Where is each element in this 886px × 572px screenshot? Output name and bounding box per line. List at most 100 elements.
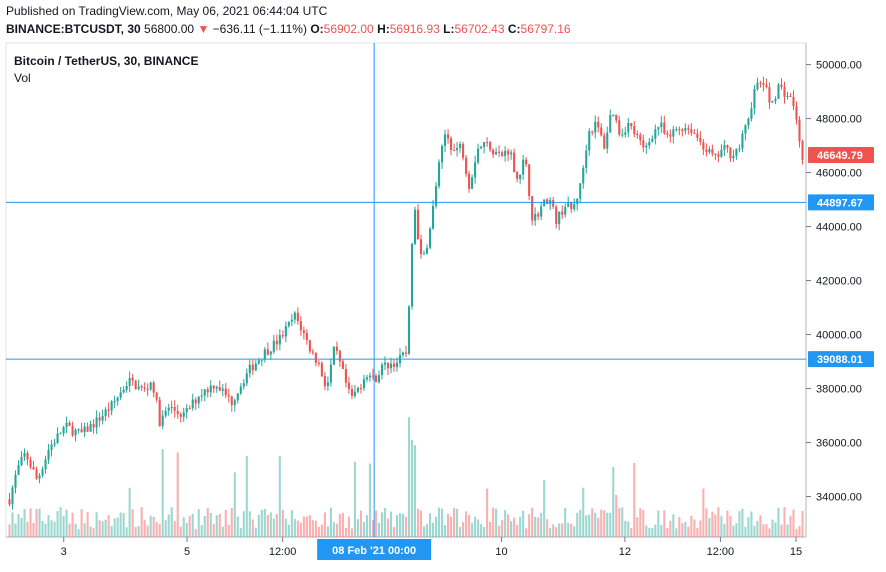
candle-body [188,407,191,409]
volume-bar [609,512,612,537]
volume-bar [179,526,182,537]
volume-bar [380,512,384,537]
candle-body [290,319,293,322]
volume-legend[interactable]: Vol [14,71,31,85]
volume-bar [185,523,188,537]
candle-body [299,321,302,331]
volume-bar [798,526,801,537]
volume-bar [783,507,786,537]
volume-bar [35,509,38,537]
volume-bar [335,523,338,537]
candle-body [44,459,47,470]
volume-bar [134,527,137,537]
volume-bar [152,516,155,537]
candle-body [744,125,747,134]
volume-bar [474,516,477,537]
candle-body [305,332,308,341]
volume-bar [182,517,185,537]
volume-bar [648,528,651,537]
candle-body [519,174,522,179]
candle-body [648,141,651,146]
candle-body [362,379,365,389]
volume-bar [221,526,224,537]
candle-body [245,373,248,384]
candle-body [125,385,128,390]
candle-body [510,152,513,155]
candle-body [242,383,245,387]
candle-body [714,153,717,155]
candle-body [89,423,92,432]
volume-bar [44,523,47,537]
volume-bar [365,515,369,537]
candle-body [762,83,765,85]
candle-body [702,142,705,150]
candle-body [272,340,275,352]
candle-body [323,376,326,387]
volume-bar [465,511,468,537]
volume-bar [281,509,284,537]
candle-body [80,429,83,433]
volume-bar [642,509,645,537]
candle-body [705,149,708,153]
volume-bar [209,512,212,537]
volume-bar [726,510,729,537]
candle-body [197,396,200,404]
volume-bar [290,510,293,537]
volume-bar [233,472,236,537]
volume-bar [765,524,768,537]
chart-legend-title[interactable]: Bitcoin / TetherUS, 30, BINANCE [14,54,199,68]
candle-body [525,159,528,165]
volume-bar [344,527,347,537]
volume-bar [600,509,603,537]
candle-body [83,426,86,433]
candle-body [56,433,59,444]
candle-body [546,199,549,205]
volume-bar [759,515,762,537]
candle-body [666,133,669,135]
volume-bar [113,518,116,537]
crosshair-price-badge-bg [808,194,874,211]
volume-bar [777,507,780,537]
candle-body [8,499,11,505]
candle-body [380,364,384,376]
candle-body [474,162,477,178]
candle-body [459,143,462,149]
volume-bar [104,519,107,537]
volume-bar [675,528,678,537]
volume-bar [735,523,738,537]
candle-body [678,129,681,131]
volume-bar [266,514,269,537]
volume-bar [143,519,146,537]
candle-body [149,382,152,390]
volume-bar [356,519,359,537]
candle-body [663,122,666,134]
volume-bar [194,528,197,537]
volume-bar [690,515,693,537]
volume-bar [329,507,332,537]
candle-body [371,375,375,377]
candle-body [401,352,405,356]
candle-body [71,425,74,436]
volume-bar [456,508,459,537]
candle-body [98,417,101,421]
volume-bar [483,527,486,537]
volume-bar [510,521,513,537]
candle-body [359,387,362,389]
candle-body [74,429,77,436]
volume-bar [561,523,564,537]
candle-body [447,134,450,139]
candle-body [498,151,501,153]
candle-body [588,131,591,151]
candle-body [47,449,50,460]
volume-bar [687,526,690,537]
candle-body [489,142,492,150]
candle-body [693,132,696,134]
candle-body [329,364,332,383]
volume-bar [624,520,627,537]
volume-bar [140,507,143,537]
candle-body [789,95,792,97]
volume-bar [504,510,507,537]
candle-body [792,96,795,107]
candle-body [20,456,23,466]
